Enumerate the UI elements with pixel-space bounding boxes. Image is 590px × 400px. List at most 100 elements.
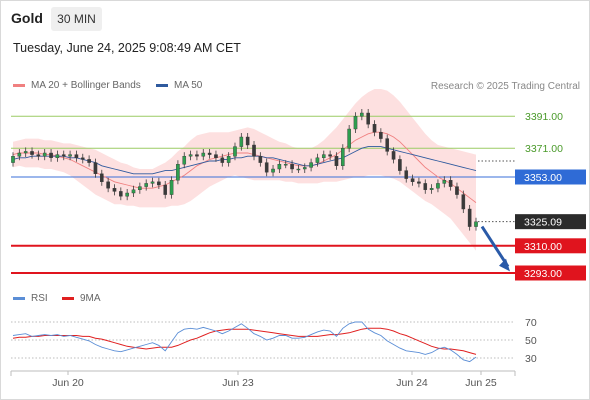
candle-down: [258, 155, 263, 163]
candle-up: [17, 152, 22, 157]
candle: [144, 179, 148, 191]
candle: [131, 185, 136, 197]
x-tick-label: Jun 24: [396, 377, 428, 389]
candle-down: [398, 159, 402, 171]
candle: [385, 134, 390, 156]
candle-down: [372, 123, 377, 133]
candle: [277, 160, 282, 173]
candle-down: [467, 208, 472, 227]
candle: [404, 166, 409, 183]
candle-down: [163, 184, 168, 195]
candle: [11, 152, 15, 167]
candle-up: [201, 152, 206, 157]
candle: [150, 177, 155, 188]
candle: [214, 150, 218, 162]
candle-up: [341, 147, 345, 166]
legend-ma20-label: MA 20 + Bollinger Bands: [31, 80, 141, 91]
candle-up: [182, 155, 187, 165]
candle-up: [125, 192, 129, 197]
candle-down: [404, 170, 409, 179]
candle: [302, 163, 307, 173]
x-tick-label: Jun 25: [465, 377, 497, 389]
candle-up: [226, 155, 231, 163]
candle: [176, 160, 180, 185]
candle: [30, 147, 34, 159]
candle: [220, 153, 225, 167]
candle: [429, 184, 434, 194]
candle: [442, 176, 447, 188]
candle: [309, 158, 313, 172]
candle: [233, 142, 237, 161]
candle-up: [429, 187, 434, 190]
legend-rsi: RSI: [13, 293, 48, 304]
candle: [119, 187, 123, 201]
candle-up: [309, 162, 313, 168]
candle: [112, 184, 117, 196]
candle-up: [347, 128, 351, 149]
candle: [36, 150, 41, 161]
legend-9ma: 9MA: [62, 293, 101, 304]
candle: [201, 149, 206, 161]
candle-up: [144, 183, 148, 187]
candle-down: [112, 187, 117, 192]
candle: [474, 217, 478, 231]
candle: [353, 112, 358, 133]
candle-up: [233, 146, 237, 157]
candle-down: [207, 152, 212, 155]
candle: [455, 182, 459, 199]
candle: [366, 109, 370, 129]
legend-ma50-swatch: [156, 84, 168, 87]
candle: [290, 160, 294, 173]
candle: [157, 177, 161, 189]
instrument-title: Gold: [11, 10, 43, 26]
candle-down: [252, 144, 256, 157]
level-label-3371.00: 3371.00: [525, 143, 563, 155]
candle: [417, 177, 421, 188]
level-label-3391.00: 3391.00: [525, 111, 563, 123]
level-box-3353.00: [515, 169, 586, 185]
candle: [461, 190, 466, 213]
candle: [347, 125, 351, 153]
candle-down: [448, 179, 453, 187]
candle-down: [264, 162, 269, 173]
candle: [379, 128, 383, 143]
rsi-line: [12, 321, 477, 363]
candle: [226, 152, 231, 167]
candle-down: [80, 157, 85, 160]
candle-up: [302, 167, 307, 170]
candle-down: [417, 181, 421, 184]
timeframe-badge[interactable]: 30 MIN: [51, 7, 102, 31]
candle: [448, 176, 453, 191]
candle: [169, 176, 174, 199]
candle: [283, 160, 288, 169]
candle: [436, 179, 440, 193]
candle-up: [169, 179, 174, 195]
candle-up: [474, 221, 478, 227]
candle: [188, 150, 193, 161]
candle: [55, 150, 60, 162]
candle: [93, 158, 98, 178]
candle-up: [321, 154, 326, 159]
rsi-tick-label: 50: [525, 335, 537, 347]
candle-up: [188, 154, 193, 157]
candle: [296, 165, 301, 173]
bollinger-band: [13, 89, 476, 251]
candle-up: [150, 181, 155, 184]
candle: [87, 155, 91, 167]
candle-up: [277, 163, 282, 170]
candle: [80, 153, 85, 164]
level-label-3325.09: 3325.09: [524, 217, 562, 229]
candle: [42, 149, 47, 161]
candle: [467, 205, 472, 231]
candle: [106, 177, 110, 193]
candle-down: [157, 181, 161, 186]
candle: [258, 152, 263, 167]
candle-down: [245, 136, 250, 146]
candle-down: [366, 112, 370, 125]
legend-9ma-label: 9MA: [80, 293, 101, 304]
candle-up: [23, 151, 28, 154]
candle: [239, 133, 244, 151]
candle: [23, 147, 28, 157]
candle: [334, 152, 339, 170]
